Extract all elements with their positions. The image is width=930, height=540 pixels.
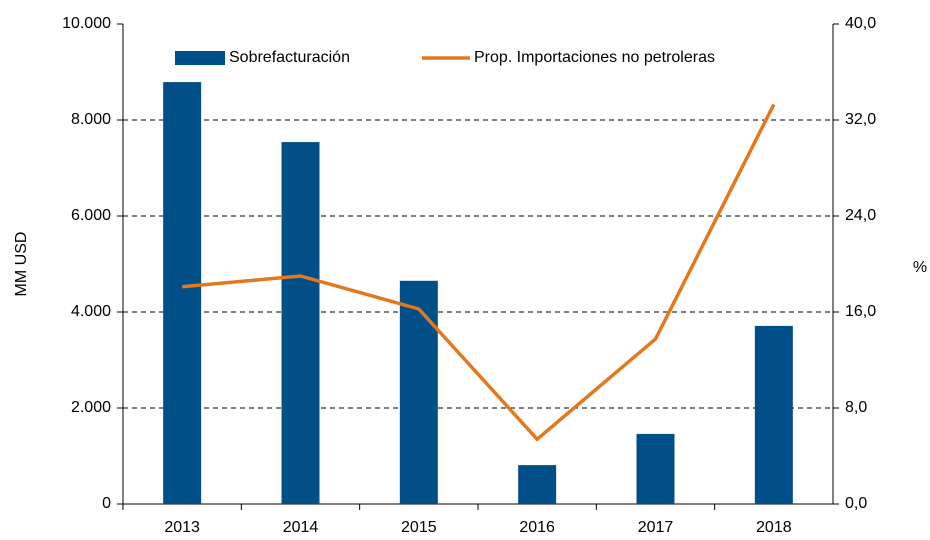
legend-swatch xyxy=(175,51,225,65)
x-tick-label: 2017 xyxy=(638,519,674,536)
x-tick-label: 2015 xyxy=(401,519,437,536)
bar xyxy=(754,325,793,504)
x-tick-label: 2018 xyxy=(756,519,792,536)
y-tick-label: 4.000 xyxy=(71,303,111,320)
bar xyxy=(163,82,202,504)
y2-tick-label: 8,0 xyxy=(845,399,867,416)
y2-tick-label: 24,0 xyxy=(845,207,876,224)
y-tick-label: 10.000 xyxy=(62,15,111,32)
legend-label: Prop. Importaciones no petroleras xyxy=(474,49,715,66)
y2-tick-label: 40,0 xyxy=(845,15,876,32)
line-series xyxy=(182,103,776,442)
bar xyxy=(399,280,438,504)
y-tick-label: 6.000 xyxy=(71,207,111,224)
y2-tick-label: 0,0 xyxy=(845,495,867,512)
y2-tick-label: 32,0 xyxy=(845,111,876,128)
bar xyxy=(636,433,675,504)
y2-tick-label: 16,0 xyxy=(845,303,876,320)
y-tick-label: 8.000 xyxy=(71,111,111,128)
x-tick-label: 2016 xyxy=(519,519,555,536)
bar xyxy=(518,465,557,504)
y-tick-label: 2.000 xyxy=(71,399,111,416)
y-tick-label: 0 xyxy=(102,495,111,512)
bar xyxy=(281,142,320,504)
x-tick-label: 2013 xyxy=(164,519,200,536)
y2-axis-label: % xyxy=(913,259,927,276)
y-axis-label: MM USD xyxy=(13,232,30,297)
legend-label: Sobrefacturación xyxy=(229,49,350,66)
x-tick-label: 2014 xyxy=(283,519,319,536)
